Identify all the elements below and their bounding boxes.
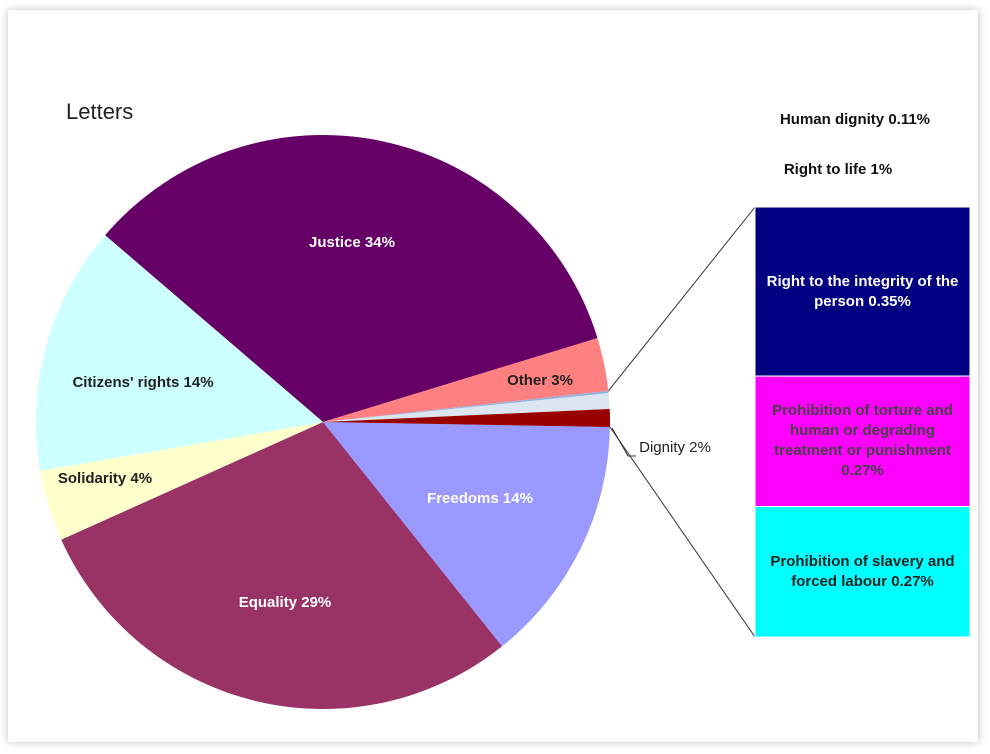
slice-label-value: 34%: [365, 234, 395, 251]
pie-sub-slice: [323, 408, 610, 428]
chart-title: Letters: [66, 99, 133, 124]
pie-slice: [36, 235, 324, 471]
sub-slice-label: Right to life 1%: [784, 161, 892, 178]
slice-label: Dignity 2%: [639, 439, 711, 456]
slice-label-name: Freedoms: [427, 490, 499, 507]
slice-label-name: Other: [507, 372, 547, 389]
slice-label-value: 14%: [503, 490, 533, 507]
slice-label: Equality 29%: [239, 594, 332, 611]
leader-line: [611, 427, 636, 457]
slice-label: Other 3%: [507, 372, 573, 389]
bar-label-value: 0.27%: [841, 462, 884, 480]
pie-sub-slice: [323, 391, 609, 422]
pie-slice: [323, 338, 609, 422]
slice-label-value: 2%: [689, 439, 711, 456]
slice-label: Citizens' rights 14%: [72, 374, 213, 391]
slice-label: Justice 34%: [309, 234, 395, 251]
pie-slice: [40, 422, 324, 540]
slice-label-name: Equality: [239, 594, 298, 611]
slice-label-name: Dignity: [639, 439, 685, 456]
slice-label: Freedoms 14%: [427, 490, 533, 507]
slice-label-name: Solidarity: [58, 470, 127, 487]
slice-label-value: 14%: [184, 374, 214, 391]
bar-segment: [754, 206, 971, 377]
bar-segment-label: Prohibition of torture and human or degr…: [760, 401, 965, 481]
bar-segment-label: Prohibition of slavery and forced labour…: [760, 552, 965, 592]
sub-slice-label-value: 1%: [870, 161, 892, 178]
bar-segment: [754, 375, 971, 508]
bar-label-value: 0.35%: [868, 292, 911, 310]
bar-label-name: Right to the integrity of the person: [766, 272, 959, 310]
slice-label-value: 3%: [551, 372, 573, 389]
slice-label: Solidarity 4%: [58, 470, 152, 487]
pie-slice: [323, 422, 610, 647]
pie-slice: [61, 422, 503, 709]
sub-slice-label-name: Right to life: [784, 161, 867, 178]
slice-label-value: 29%: [301, 594, 331, 611]
pie-slice: [105, 134, 598, 422]
connector-line: [609, 426, 756, 638]
bar-label-name: Prohibition of slavery and forced labour: [770, 552, 955, 590]
connector-line: [607, 206, 756, 392]
sub-slice-label-name: Human dignity: [780, 111, 885, 128]
bar-label-name: Prohibition of torture and human or degr…: [772, 402, 953, 460]
slice-label-name: Citizens' rights: [72, 374, 179, 391]
slice-label-value: 4%: [130, 470, 152, 487]
bar-segment: [754, 506, 971, 638]
bar-segment-label: Right to the integrity of the person 0.3…: [760, 272, 965, 312]
bar-label-value: 0.27%: [891, 572, 934, 590]
slice-label-name: Justice: [309, 234, 361, 251]
sub-slice-label-value: 0.11%: [888, 111, 930, 128]
sub-slice-label: Human dignity 0.11%: [780, 111, 930, 128]
